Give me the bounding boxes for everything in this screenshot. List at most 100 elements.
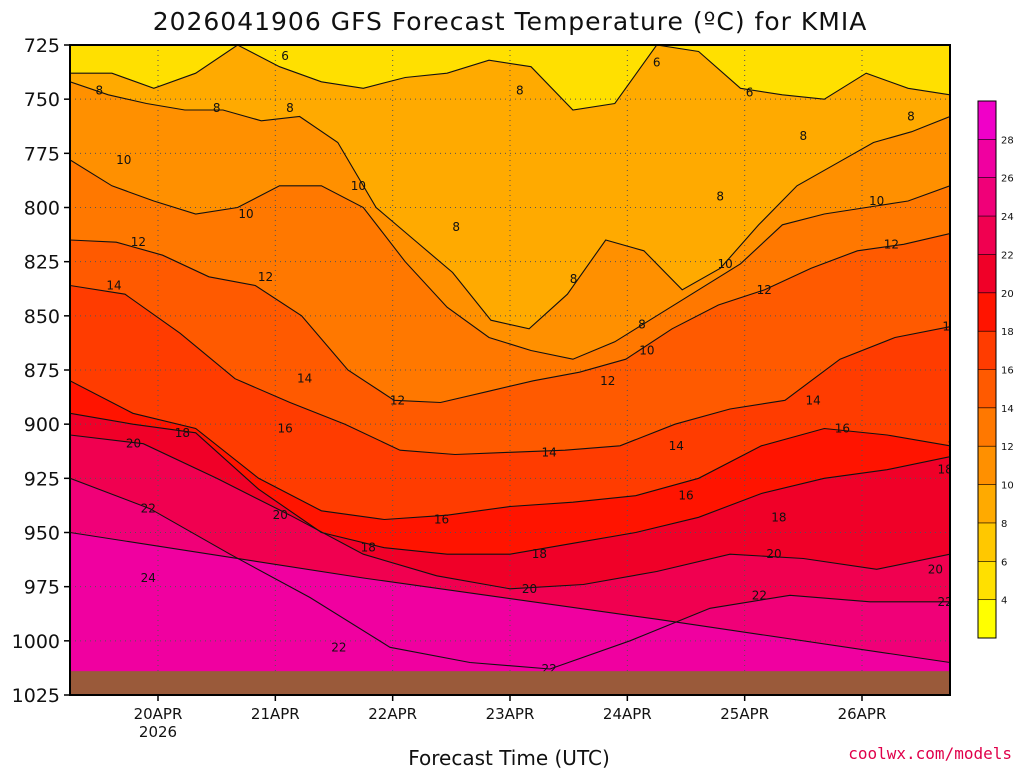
contour-label-16-0: 16 [277, 422, 292, 436]
contour-line-16 [70, 380, 950, 521]
y-tick-label-800: 800 [24, 198, 60, 220]
contour-label-14-5: 14 [942, 320, 957, 334]
contour-label-14-2: 14 [541, 445, 556, 459]
contour-label-22-1: 22 [331, 640, 346, 654]
contour-label-14-0: 14 [106, 279, 121, 293]
y-tick-label-775: 775 [24, 143, 60, 165]
contour-label-10-0: 10 [116, 153, 131, 167]
colorbar-label-12: 12 [1001, 442, 1014, 453]
contour-label-8-2: 8 [286, 101, 294, 115]
contour-line-6 [70, 45, 950, 111]
contour-label-8-1: 8 [213, 101, 221, 115]
colorbar: 4 6 8 10 12 14 16 18 20 22 24 26 28 [977, 100, 1014, 639]
colorbar-segment-11 [978, 177, 996, 217]
contour-label-12-2: 12 [390, 393, 405, 407]
contour-label-10-2: 10 [351, 179, 366, 193]
colorbar-label-20: 20 [1001, 289, 1014, 300]
contour-label-8-9: 8 [907, 110, 915, 124]
colorbar-label-18: 18 [1001, 327, 1014, 338]
contour-label-16-2: 16 [678, 489, 693, 503]
contour-label-10-4: 10 [717, 257, 732, 271]
chart-title: 2026041906 GFS Forecast Temperature (ºC)… [153, 7, 868, 36]
contour-label-8-7: 8 [800, 129, 808, 143]
contour-label-14-1: 14 [297, 372, 312, 386]
colorbar-segment-5 [978, 407, 996, 447]
x-tick-sublabel-20APR: 2026 [139, 723, 177, 741]
contour-label-16-3: 16 [835, 422, 850, 436]
contour-label-20-3: 20 [766, 547, 781, 561]
y-tick-label-850: 850 [24, 306, 60, 328]
colorbar-label-16: 16 [1001, 366, 1014, 377]
contour-label-14-4: 14 [805, 393, 820, 407]
y-tick-label-1025: 1025 [12, 685, 60, 707]
y-tick-label-925: 925 [24, 468, 60, 490]
contour-line-10 [70, 159, 950, 360]
terrain-fill [70, 671, 950, 695]
contour-label-20-2: 20 [522, 582, 537, 596]
credit-text[interactable]: coolwx.com/models [848, 744, 1012, 763]
contour-label-8-0: 8 [96, 84, 104, 98]
colorbar-segment-13 [978, 101, 996, 140]
contour-label-10-3: 10 [639, 344, 654, 358]
x-tick-label-23APR: 23APR [486, 705, 535, 723]
colorbar-label-6: 6 [1001, 557, 1007, 568]
y-tick-label-875: 875 [24, 360, 60, 382]
contour-label-18-0: 18 [175, 426, 190, 440]
colorbar-label-14: 14 [1001, 404, 1014, 415]
y-axis: 725 750 775 800 825 850 875 900 925 950 975 1000 102… [12, 35, 70, 707]
colorbar-segment-2 [978, 522, 996, 562]
colorbar-segment-1 [978, 561, 996, 601]
contour-label-12-3: 12 [600, 374, 615, 388]
colorbar-segment-7 [978, 331, 996, 370]
x-tick-label-24APR: 24APR [603, 705, 652, 723]
contour-label-6-0: 6 [281, 49, 289, 63]
x-tick-label-22APR: 22APR [368, 705, 417, 723]
contour-label-20-4: 20 [928, 562, 943, 576]
contour-line-14 [70, 284, 950, 456]
contour-label-18-4: 18 [937, 463, 952, 477]
x-tick-label-26APR: 26APR [838, 705, 887, 723]
contour-label-12-0: 12 [131, 235, 146, 249]
contour-label-8-4: 8 [516, 84, 524, 98]
temperature-band-24 [70, 532, 950, 695]
contour-label-16-1: 16 [434, 513, 449, 527]
y-tick-label-950: 950 [24, 523, 60, 545]
colorbar-segment-8 [978, 292, 996, 332]
colorbar-label-24: 24 [1001, 212, 1014, 223]
colorbar-label-22: 22 [1001, 250, 1014, 261]
contour-label-10-1: 10 [238, 207, 253, 221]
contour-label-20-0: 20 [126, 437, 141, 451]
contour-line-18 [70, 412, 950, 555]
colorbar-label-4: 4 [1001, 596, 1007, 607]
contour-label-6-2: 6 [746, 86, 754, 100]
contour-line-22 [70, 477, 950, 670]
contour-label-18-1: 18 [361, 541, 376, 555]
contour-label-22-3: 22 [752, 588, 767, 602]
colorbar-segment-0 [978, 599, 996, 639]
contour-label-22-0: 22 [141, 502, 156, 516]
colorbar-segment-9 [978, 254, 996, 294]
colorbar-segment-10 [978, 216, 996, 255]
y-tick-label-1000: 1000 [12, 631, 60, 653]
contour-label-14-3: 14 [669, 439, 684, 453]
colorbar-segment-3 [978, 484, 996, 524]
contour-label-12-4: 12 [757, 283, 772, 297]
contour-label-12-5: 12 [884, 237, 899, 251]
contour-line-8 [70, 81, 950, 330]
colorbar-segment-12 [978, 139, 996, 179]
colorbar-label-10: 10 [1001, 481, 1014, 492]
contour-label-18-2: 18 [532, 547, 547, 561]
y-tick-label-825: 825 [24, 252, 60, 274]
contour-label-8-3: 8 [452, 220, 460, 234]
contour-label-20-1: 20 [273, 508, 288, 522]
x-tick-label-25APR: 25APR [720, 705, 769, 723]
y-tick-label-975: 975 [24, 577, 60, 599]
contour-label-24-0: 24 [141, 571, 156, 585]
contour-label-6-1: 6 [653, 55, 661, 69]
y-tick-label-750: 750 [24, 89, 60, 111]
y-tick-label-900: 900 [24, 414, 60, 436]
contour-line-12 [70, 232, 950, 404]
